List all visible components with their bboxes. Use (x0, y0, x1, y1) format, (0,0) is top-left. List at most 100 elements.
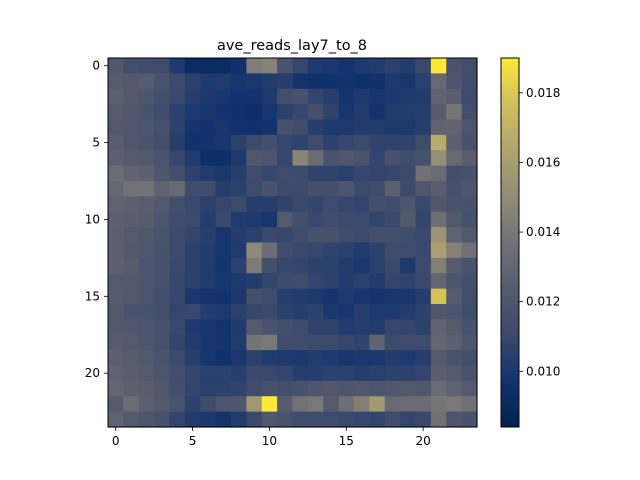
heatmap-cell (354, 88, 370, 105)
heatmap-cell (461, 319, 478, 336)
heatmap-cell (277, 165, 294, 182)
y-tick-label: 15 (85, 289, 100, 303)
heatmap-cell (277, 365, 294, 382)
heatmap-cell (277, 380, 294, 397)
heatmap-cell (246, 181, 263, 197)
heatmap-cell (169, 196, 186, 213)
heatmap-cell (323, 211, 340, 228)
heatmap-cell (231, 396, 247, 413)
heatmap-cell (369, 211, 386, 228)
heatmap-cell (184, 411, 201, 428)
heatmap-cell (292, 88, 309, 105)
heatmap-cell (169, 411, 186, 428)
heatmap-cell (323, 88, 340, 105)
heatmap-cell (430, 273, 447, 290)
heatmap-cell (400, 242, 417, 259)
heatmap-cell (354, 411, 370, 428)
heatmap-cell (400, 273, 417, 290)
heatmap-cell (169, 304, 186, 320)
heatmap-cell (184, 273, 201, 290)
heatmap-cell (354, 227, 370, 244)
heatmap-cell (277, 257, 294, 274)
heatmap-cell (277, 104, 294, 121)
heatmap-cell (400, 257, 417, 274)
heatmap-cell (231, 257, 247, 274)
heatmap-cell (292, 165, 309, 182)
heatmap-cell (123, 288, 140, 305)
heatmap-cell (461, 257, 478, 274)
heatmap-cell (215, 227, 232, 244)
heatmap-cell (446, 165, 463, 182)
heatmap-cell (108, 58, 124, 74)
heatmap-cell (138, 196, 155, 213)
heatmap-cell (354, 242, 370, 259)
heatmap-cell (138, 181, 155, 197)
heatmap-cell (415, 288, 432, 305)
heatmap-cell (415, 181, 432, 197)
heatmap-cell (307, 104, 324, 121)
heatmap-cell (138, 211, 155, 228)
heatmap-cell (261, 104, 278, 121)
heatmap-cell (338, 196, 355, 213)
heatmap-cell (138, 273, 155, 290)
heatmap-cell (307, 365, 324, 382)
heatmap-cell (430, 119, 447, 136)
heatmap-cell (215, 304, 232, 320)
heatmap-cell (369, 73, 386, 90)
heatmap-cell (231, 165, 247, 182)
heatmap-cell (354, 304, 370, 320)
heatmap-cell (200, 181, 217, 197)
heatmap-cell (246, 104, 263, 121)
heatmap-cell (461, 88, 478, 105)
heatmap-cell (307, 58, 324, 74)
heatmap-cell (446, 196, 463, 213)
heatmap-cell (354, 134, 370, 151)
heatmap-cell (231, 365, 247, 382)
heatmap-cell (261, 88, 278, 105)
heatmap-cell (277, 334, 294, 351)
heatmap-cell (384, 211, 401, 228)
heatmap-cell (184, 350, 201, 367)
heatmap-cell (200, 119, 217, 136)
heatmap-cell (184, 334, 201, 351)
heatmap-cell (261, 165, 278, 182)
heatmap-cell (277, 227, 294, 244)
heatmap-cell (246, 365, 263, 382)
heatmap-cell (200, 150, 217, 167)
heatmap-cell (200, 73, 217, 90)
heatmap-cell (138, 88, 155, 105)
heatmap-cell (415, 104, 432, 121)
heatmap-cell (123, 227, 140, 244)
heatmap-cell (200, 396, 217, 413)
heatmap-cell (138, 365, 155, 382)
heatmap-cell (369, 319, 386, 336)
heatmap-cell (261, 242, 278, 259)
heatmap-cell (400, 288, 417, 305)
heatmap-cell (354, 257, 370, 274)
heatmap-cell (354, 73, 370, 90)
heatmap-cell (200, 134, 217, 151)
heatmap-cell (307, 304, 324, 320)
heatmap-cell (415, 350, 432, 367)
heatmap-cell (369, 396, 386, 413)
colorbar-tick-label: 0.018 (526, 86, 560, 100)
heatmap-cell (231, 273, 247, 290)
heatmap-cell (169, 58, 186, 74)
heatmap-cell (430, 304, 447, 320)
heatmap-cell (323, 396, 340, 413)
heatmap-cell (461, 119, 478, 136)
heatmap-cell (307, 288, 324, 305)
heatmap-cell (246, 88, 263, 105)
heatmap-cell (231, 181, 247, 197)
heatmap-cells (108, 58, 478, 428)
heatmap-cell (384, 411, 401, 428)
heatmap-cell (307, 227, 324, 244)
heatmap-cell (277, 273, 294, 290)
heatmap-cell (461, 211, 478, 228)
heatmap-cell (307, 181, 324, 197)
heatmap-cell (446, 273, 463, 290)
heatmap-cell (292, 380, 309, 397)
heatmap-cell (261, 119, 278, 136)
heatmap-cell (384, 165, 401, 182)
heatmap-cell (461, 58, 478, 74)
